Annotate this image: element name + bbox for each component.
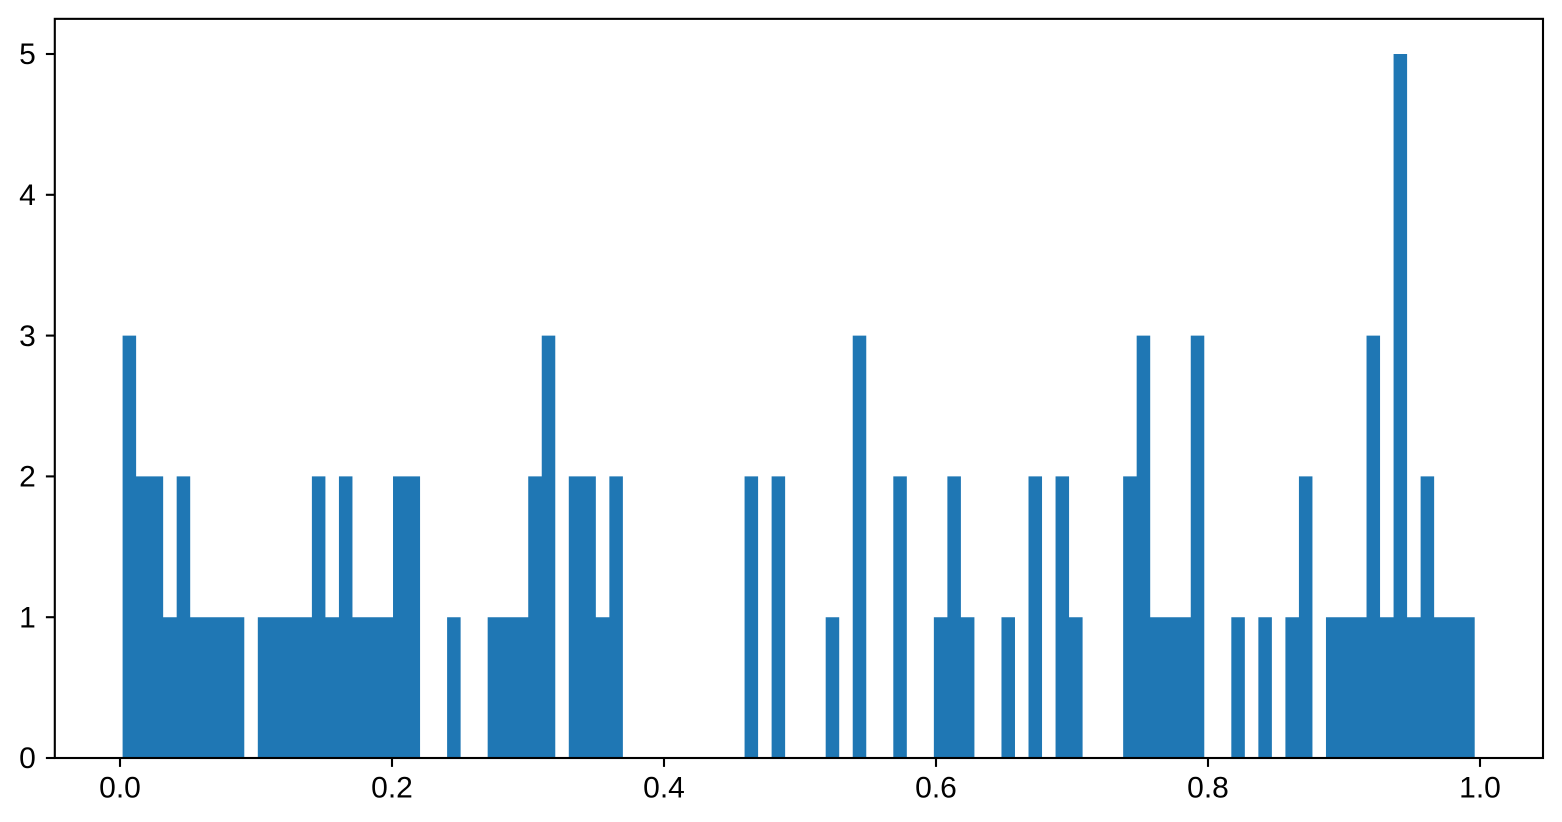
svg-text:0.8: 0.8: [1187, 772, 1229, 805]
svg-text:2: 2: [19, 461, 36, 494]
svg-text:0: 0: [19, 742, 36, 775]
svg-text:1: 1: [19, 601, 36, 634]
svg-text:0.0: 0.0: [99, 772, 141, 805]
svg-text:0.4: 0.4: [643, 772, 685, 805]
svg-text:1.0: 1.0: [1459, 772, 1501, 805]
svg-text:3: 3: [19, 320, 36, 353]
svg-text:4: 4: [19, 179, 36, 212]
svg-text:0.6: 0.6: [915, 772, 957, 805]
svg-text:5: 5: [19, 38, 36, 71]
svg-text:0.2: 0.2: [371, 772, 413, 805]
